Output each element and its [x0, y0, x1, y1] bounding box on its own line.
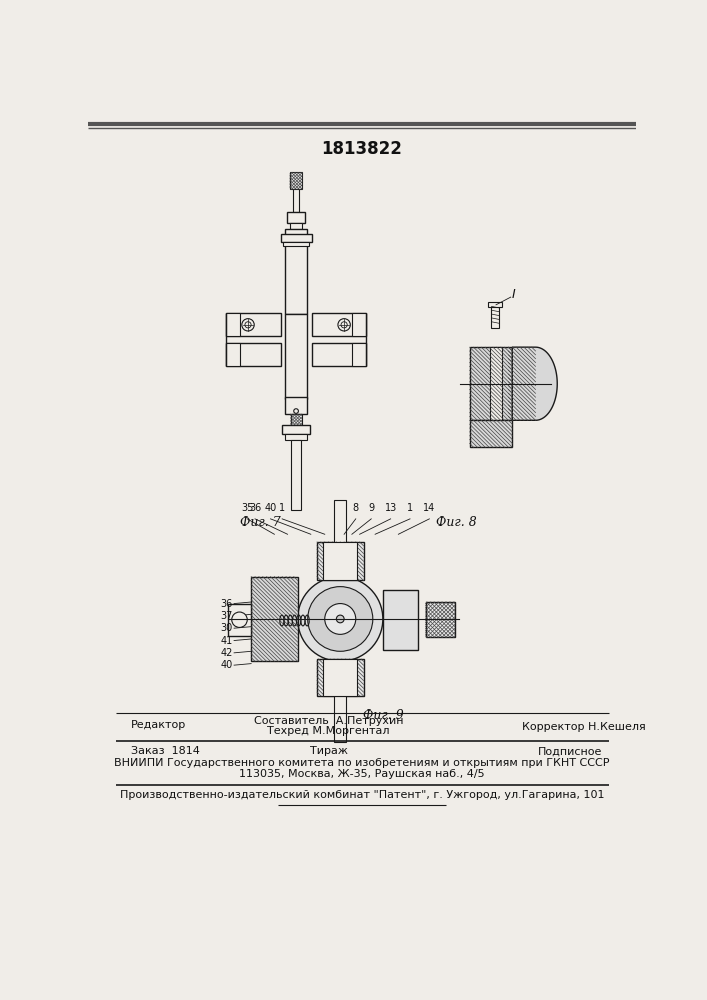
Text: 9: 9	[368, 503, 374, 513]
Text: 41: 41	[220, 636, 233, 646]
Text: 1: 1	[279, 503, 285, 513]
Bar	[469, 347, 513, 420]
Circle shape	[298, 577, 383, 661]
Bar	[226, 343, 281, 366]
Circle shape	[232, 612, 247, 627]
Text: Техред М.Моргентал: Техред М.Моргентал	[267, 726, 390, 736]
Text: 36: 36	[249, 503, 261, 513]
Bar	[283, 242, 309, 246]
Circle shape	[337, 615, 344, 623]
Text: 36: 36	[220, 599, 233, 609]
Bar	[251, 577, 298, 661]
Text: 40: 40	[264, 503, 276, 513]
Text: Тираж: Тираж	[310, 746, 348, 756]
Bar	[312, 312, 366, 336]
Bar	[317, 542, 363, 580]
Text: Заказ  1814: Заказ 1814	[131, 746, 200, 756]
Bar	[490, 347, 502, 420]
Bar	[285, 229, 307, 314]
Bar	[228, 604, 251, 636]
Text: 1813822: 1813822	[322, 140, 402, 158]
Bar	[226, 312, 240, 336]
Text: Производственно-издательский комбинат "Патент", г. Ужгород, ул.Гагарина, 101: Производственно-издательский комбинат "П…	[119, 790, 604, 800]
Polygon shape	[513, 347, 557, 420]
Bar	[491, 305, 499, 328]
Circle shape	[293, 409, 298, 413]
Bar	[290, 172, 303, 189]
Text: 8: 8	[353, 503, 359, 513]
Text: ВНИИПИ Государственного комитета по изобретениям и открытиям при ГКНТ СССР: ВНИИПИ Государственного комитета по изоб…	[115, 758, 609, 768]
Circle shape	[242, 349, 255, 362]
Bar	[291, 414, 301, 425]
Text: Фиг. 9: Фиг. 9	[363, 709, 403, 722]
Circle shape	[308, 587, 373, 651]
Circle shape	[245, 353, 251, 359]
Circle shape	[338, 349, 351, 362]
Text: Редактор: Редактор	[131, 720, 186, 730]
Bar	[426, 602, 455, 637]
Bar	[317, 659, 363, 696]
Text: 37: 37	[220, 611, 233, 621]
Bar	[352, 343, 366, 366]
Text: I: I	[511, 288, 515, 301]
Text: 13: 13	[385, 503, 397, 513]
Circle shape	[245, 322, 251, 328]
Text: 30: 30	[220, 623, 233, 633]
Bar	[383, 590, 418, 650]
Circle shape	[338, 319, 351, 331]
Text: 1: 1	[407, 503, 413, 513]
Bar	[334, 500, 346, 542]
Bar	[323, 659, 357, 696]
Bar	[282, 425, 310, 434]
Bar	[281, 234, 312, 242]
Bar	[489, 302, 502, 307]
Text: 113035, Москва, Ж-35, Раушская наб., 4/5: 113035, Москва, Ж-35, Раушская наб., 4/5	[239, 769, 485, 779]
Bar	[285, 397, 307, 414]
Circle shape	[325, 604, 356, 634]
Circle shape	[242, 319, 255, 331]
Text: Фиг. 7: Фиг. 7	[240, 516, 281, 529]
Text: Фиг. 8: Фиг. 8	[436, 516, 477, 529]
Text: 14: 14	[423, 503, 436, 513]
Bar	[293, 189, 299, 212]
Bar	[312, 343, 366, 366]
Circle shape	[341, 353, 347, 359]
Bar	[287, 212, 305, 223]
Bar	[291, 440, 300, 510]
Bar	[285, 434, 307, 440]
Bar	[352, 312, 366, 336]
Text: Составитель  А.Петрухин: Составитель А.Петрухин	[254, 716, 404, 726]
Text: Подписное: Подписное	[538, 746, 602, 756]
Text: 40: 40	[220, 660, 233, 670]
Bar	[226, 343, 240, 366]
Text: 42: 42	[220, 648, 233, 658]
Bar	[334, 696, 346, 742]
Bar	[285, 314, 307, 399]
Bar	[469, 420, 513, 447]
Bar	[226, 312, 281, 336]
Text: 35: 35	[241, 503, 253, 513]
Bar	[323, 542, 357, 580]
Circle shape	[341, 322, 347, 328]
Text: Корректор Н.Кешеля: Корректор Н.Кешеля	[522, 722, 646, 732]
Bar	[290, 223, 303, 229]
